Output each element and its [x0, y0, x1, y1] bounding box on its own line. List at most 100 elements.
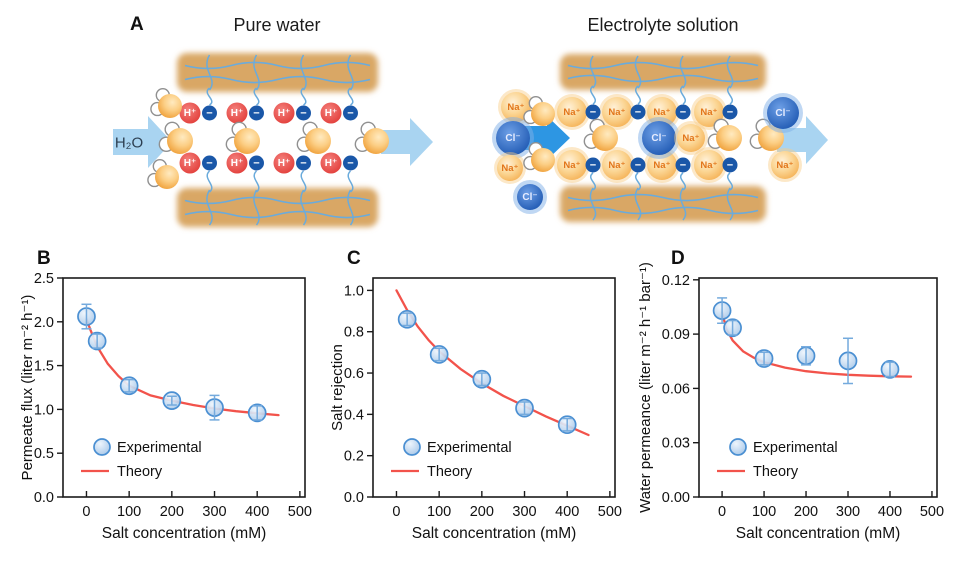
circle-shape	[496, 121, 530, 155]
legend-theory-label: Theory	[117, 464, 163, 480]
fixed-charge: −	[202, 105, 217, 121]
y-tick-label: 0.2	[344, 449, 364, 465]
membrane-body	[177, 188, 378, 227]
proton-label: H⁺	[278, 108, 291, 119]
y-tick-label: 0.06	[662, 381, 690, 397]
y-tick-label: 1.0	[344, 283, 364, 299]
polymer-strand	[726, 187, 734, 221]
x-tick-label: 300	[202, 504, 226, 520]
x-tick-label: 100	[427, 504, 451, 520]
x-tick-label: 500	[288, 504, 312, 520]
x-tick-label: 200	[794, 504, 818, 520]
y-axis: 0.0 0.2 0.4 0.6 0.8 1.0	[344, 283, 373, 506]
polymer-chain	[727, 85, 733, 105]
sodium-ion: Na⁺	[599, 94, 635, 130]
minus-label: −	[635, 107, 641, 119]
water-molecule	[354, 121, 389, 154]
x-axis: 0 100 200 300 400 500	[718, 491, 944, 520]
x-tick-label: 500	[920, 504, 944, 520]
oxygen-atom	[167, 128, 193, 154]
membrane	[177, 53, 378, 92]
circle-shape	[273, 102, 295, 124]
panel-a-diagram: H₂OH⁺H⁺H⁺H⁺H⁺H⁺H⁺H⁺−−−−−−−−Na⁺Na⁺Na⁺Na⁺N…	[113, 53, 828, 227]
polymer-strand	[567, 74, 759, 83]
polymer-strand	[679, 187, 687, 221]
oxygen-atom	[363, 128, 389, 154]
x-tick-label: 0	[82, 504, 90, 520]
membrane	[177, 188, 378, 227]
circle-shape	[249, 105, 264, 121]
fixed-charge: −	[296, 155, 311, 171]
fixed-charge: −	[202, 155, 217, 171]
oxygen-atom	[158, 94, 182, 118]
polymer-strand	[253, 189, 260, 226]
polymer-chain	[300, 87, 307, 106]
chloride-label: Cl⁻	[651, 133, 666, 144]
circle-shape	[642, 121, 676, 155]
circle-shape	[343, 105, 358, 121]
circle-shape	[202, 105, 217, 121]
proton-ion: H⁺	[273, 102, 295, 124]
polymer-strand	[253, 54, 260, 91]
y-tick-label: 0.6	[344, 366, 364, 382]
proton-ion: H⁺	[320, 152, 342, 174]
sodium-label: Na⁺	[653, 160, 670, 171]
fixed-charge: −	[675, 104, 691, 120]
sodium-ion: Na⁺	[494, 152, 526, 184]
water-molecule	[707, 118, 742, 151]
circle-shape	[722, 157, 738, 173]
water-inlet-arrow	[113, 116, 172, 168]
minus-label: −	[300, 158, 306, 170]
legend-theory-label: Theory	[753, 464, 799, 480]
legend-experimental-label: Experimental	[117, 440, 202, 456]
polymer-chain	[253, 87, 260, 106]
pure-water-title: Pure water	[233, 15, 321, 35]
oxygen-atom	[305, 128, 331, 154]
minus-label: −	[300, 108, 306, 120]
y-tick-label: 0.8	[344, 325, 364, 341]
legend-experimental-label: Experimental	[753, 440, 838, 456]
water-molecule	[150, 88, 182, 118]
water-molecule	[523, 142, 555, 172]
minus-label: −	[253, 158, 259, 170]
polymer-chain	[206, 170, 213, 193]
polymer-strand	[679, 55, 687, 89]
polymer-strand	[184, 75, 371, 84]
sodium-label: Na⁺	[563, 107, 580, 118]
sodium-label: Na⁺	[776, 160, 793, 171]
circle-shape	[273, 152, 295, 174]
membrane-body	[177, 53, 378, 92]
minus-label: −	[590, 107, 596, 119]
proton-label: H⁺	[184, 158, 197, 169]
circle-shape	[557, 97, 587, 127]
chloride-ion: Cl⁻	[513, 180, 547, 214]
circle-shape	[320, 152, 342, 174]
circle-shape	[675, 157, 691, 173]
polymer-chain	[300, 170, 307, 193]
circle-shape	[226, 102, 248, 124]
minus-label: −	[680, 160, 686, 172]
y-axis: 0.0 0.5 1.0 1.5 2.0 2.5	[34, 271, 63, 506]
polymer-chain	[635, 85, 641, 105]
circle-shape	[602, 150, 632, 180]
polymer-chain	[347, 87, 354, 106]
circle-shape	[179, 102, 201, 124]
fixed-charge: −	[585, 104, 601, 120]
proton-label: H⁺	[278, 158, 291, 169]
chloride-label: Cl⁻	[505, 133, 520, 144]
y-tick-label: 2.5	[34, 271, 54, 287]
proton-ion: H⁺	[179, 152, 201, 174]
membrane	[560, 186, 766, 222]
circle-shape	[630, 157, 646, 173]
sodium-label: Na⁺	[682, 133, 699, 144]
sodium-label: Na⁺	[700, 160, 717, 171]
water-molecule	[225, 121, 260, 154]
y-tick-label: 0.0	[344, 490, 364, 506]
circle-shape	[694, 150, 724, 180]
membrane-body	[560, 54, 766, 90]
minus-label: −	[347, 158, 353, 170]
polymer-strand	[300, 54, 307, 91]
h2o-arrow-label: H₂O	[115, 135, 143, 152]
circle-shape	[767, 97, 799, 129]
